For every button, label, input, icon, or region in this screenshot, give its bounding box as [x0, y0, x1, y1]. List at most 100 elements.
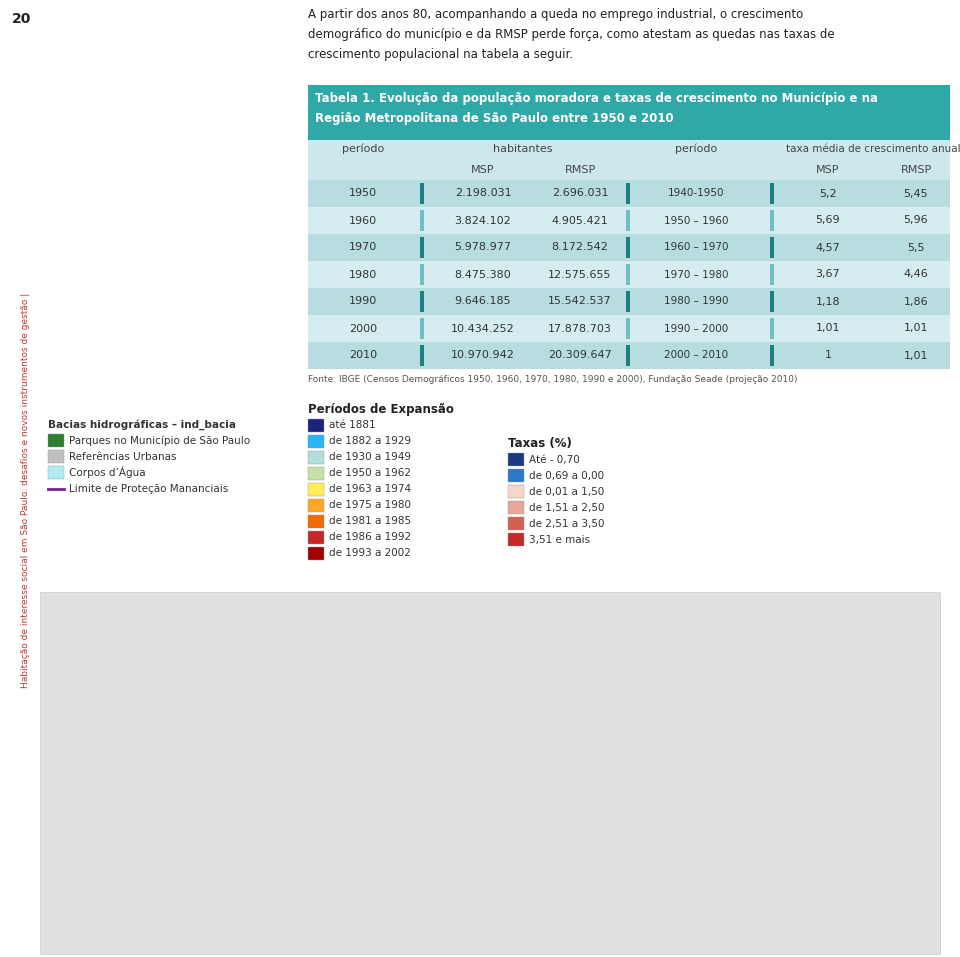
Bar	[508, 533, 524, 546]
Bar	[308, 435, 324, 448]
Text: Corpos d’Água: Corpos d’Água	[69, 466, 146, 478]
Text: de 2,51 a 3,50: de 2,51 a 3,50	[529, 519, 605, 528]
Text: Região Metropolitana de São Paulo entre 1950 e 2010: Região Metropolitana de São Paulo entre …	[315, 112, 674, 125]
Bar	[508, 469, 524, 482]
Text: 1970: 1970	[348, 242, 377, 253]
Text: MSP: MSP	[471, 165, 494, 175]
Text: 4,46: 4,46	[903, 270, 928, 279]
Text: de 0,69 a 0,00: de 0,69 a 0,00	[529, 471, 604, 480]
Bar	[770, 318, 774, 339]
Text: demográfico do município e da RMSP perde força, como atestam as quedas nas taxas: demográfico do município e da RMSP perde…	[308, 28, 834, 41]
Text: 1,01: 1,01	[903, 323, 928, 333]
Text: Limite de Proteção Mananciais: Limite de Proteção Mananciais	[69, 483, 228, 494]
Text: Fonte: IBGE (Censos Demográficos 1950, 1960, 1970, 1980, 1990 e 2000), Fundação : Fonte: IBGE (Censos Demográficos 1950, 1…	[308, 375, 798, 384]
Bar	[308, 499, 324, 512]
Text: de 1,51 a 2,50: de 1,51 a 2,50	[529, 502, 605, 513]
Text: 1950: 1950	[348, 189, 377, 198]
Text: taxa média de crescimento anual: taxa média de crescimento anual	[785, 144, 960, 154]
Text: de 1986 a 1992: de 1986 a 1992	[329, 532, 411, 543]
Bar	[626, 318, 630, 339]
Text: Referências Urbanas: Referências Urbanas	[69, 452, 177, 461]
Text: 2000: 2000	[348, 323, 377, 333]
Text: 1950 – 1960: 1950 – 1960	[663, 215, 729, 226]
Text: 4,57: 4,57	[816, 242, 840, 253]
Bar	[508, 517, 524, 530]
Text: 12.575.655: 12.575.655	[548, 270, 612, 279]
Bar	[308, 467, 324, 480]
Text: 5.978.977: 5.978.977	[454, 242, 512, 253]
Text: 2.198.031: 2.198.031	[455, 189, 512, 198]
Text: 1990: 1990	[348, 297, 377, 306]
Text: de 1950 a 1962: de 1950 a 1962	[329, 469, 411, 478]
Text: Tabela 1. Evolução da população moradora e taxas de crescimento no Município e n: Tabela 1. Evolução da população moradora…	[315, 92, 878, 105]
Text: 10.434.252: 10.434.252	[451, 323, 515, 333]
Text: 1990 – 2000: 1990 – 2000	[664, 323, 728, 333]
Bar	[508, 453, 524, 466]
Text: de 1882 a 1929: de 1882 a 1929	[329, 436, 411, 447]
Text: 1980: 1980	[348, 270, 377, 279]
Bar	[508, 485, 524, 498]
Bar	[308, 419, 324, 432]
Bar	[308, 261, 950, 288]
Text: 5,96: 5,96	[903, 215, 928, 226]
Bar	[308, 531, 324, 544]
Text: MSP: MSP	[816, 165, 840, 175]
Text: de 1993 a 2002: de 1993 a 2002	[329, 548, 411, 559]
Text: 10.970.942: 10.970.942	[451, 350, 515, 361]
Bar	[420, 291, 424, 312]
Text: A partir dos anos 80, acompanhando a queda no emprego industrial, o crescimento: A partir dos anos 80, acompanhando a que…	[308, 8, 804, 21]
Text: 5,2: 5,2	[819, 189, 837, 198]
Text: 8.172.542: 8.172.542	[552, 242, 609, 253]
Text: Bacias hidrográficas – ind_bacia: Bacias hidrográficas – ind_bacia	[48, 419, 236, 430]
Text: habitantes: habitantes	[493, 144, 553, 154]
Text: Parques no Município de São Paulo: Parques no Município de São Paulo	[69, 435, 251, 446]
Text: Períodos de Expansão: Períodos de Expansão	[308, 403, 454, 416]
Text: 1,01: 1,01	[903, 350, 928, 361]
Bar	[308, 547, 324, 560]
Bar	[626, 345, 630, 366]
Bar	[308, 315, 950, 342]
Bar	[770, 183, 774, 204]
Text: 15.542.537: 15.542.537	[548, 297, 612, 306]
Text: de 1930 a 1949: de 1930 a 1949	[329, 453, 411, 462]
Text: 9.646.185: 9.646.185	[455, 297, 512, 306]
Bar	[308, 483, 324, 496]
Text: 17.878.703: 17.878.703	[548, 323, 612, 333]
Bar	[770, 345, 774, 366]
Text: 1: 1	[825, 350, 831, 361]
Text: Até - 0,70: Até - 0,70	[529, 455, 580, 464]
Bar	[308, 85, 950, 140]
Text: 1980 – 1990: 1980 – 1990	[663, 297, 729, 306]
Bar	[420, 345, 424, 366]
Text: 2.696.031: 2.696.031	[552, 189, 609, 198]
Text: período: período	[342, 144, 384, 154]
Bar	[626, 210, 630, 231]
Bar	[770, 237, 774, 258]
Bar	[308, 451, 324, 464]
Bar	[308, 342, 950, 369]
Bar	[308, 515, 324, 528]
Bar	[770, 264, 774, 285]
Text: 1,01: 1,01	[816, 323, 840, 333]
Bar	[40, 592, 940, 954]
Text: de 0,01 a 1,50: de 0,01 a 1,50	[529, 486, 604, 497]
Bar	[308, 234, 950, 261]
Text: 20: 20	[12, 12, 32, 26]
Bar	[770, 291, 774, 312]
Text: 1,86: 1,86	[903, 297, 928, 306]
Bar	[48, 434, 64, 447]
Bar	[420, 318, 424, 339]
Text: até 1881: até 1881	[329, 420, 375, 431]
Text: 8.475.380: 8.475.380	[455, 270, 512, 279]
Bar	[308, 207, 950, 234]
Bar	[420, 237, 424, 258]
Text: crescimento populacional na tabela a seguir.: crescimento populacional na tabela a seg…	[308, 48, 573, 61]
Bar	[48, 450, 64, 463]
Bar	[420, 210, 424, 231]
Bar	[626, 291, 630, 312]
Text: RMSP: RMSP	[564, 165, 595, 175]
Text: 5,5: 5,5	[907, 242, 924, 253]
Bar	[626, 237, 630, 258]
Text: 1970 – 1980: 1970 – 1980	[663, 270, 729, 279]
Text: Habitação de interesse social em São Paulo: desafios e novos instrumentos de ges: Habitação de interesse social em São Pau…	[21, 293, 31, 688]
